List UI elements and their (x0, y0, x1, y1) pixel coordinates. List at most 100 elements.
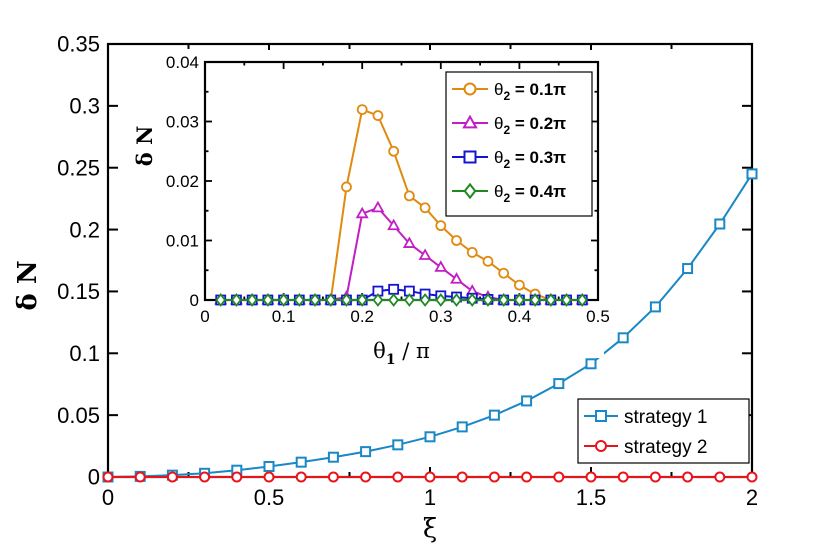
data-point (231, 293, 242, 307)
data-point (215, 293, 227, 307)
data-point (388, 283, 400, 295)
data-point (482, 293, 494, 307)
legend-label-subscript: 2 (503, 89, 510, 103)
data-point (545, 293, 557, 307)
data-point (451, 293, 462, 307)
data-point (372, 293, 384, 307)
data-point (424, 431, 436, 443)
data-point (356, 293, 368, 307)
data-point (746, 471, 758, 483)
data-point (309, 293, 321, 307)
data-point (295, 471, 307, 483)
data-point (714, 471, 726, 483)
data-point (529, 293, 541, 307)
data-point (418, 248, 432, 260)
x-tick-label: 0.3 (429, 307, 453, 326)
x-tick-label: 0 (102, 485, 114, 510)
data-point (424, 471, 436, 483)
legend-label-value: = 0.1π (510, 80, 566, 99)
x-tick-label: 1 (424, 485, 436, 510)
legend-label: strategy 1 (624, 407, 707, 428)
data-point (456, 471, 468, 483)
data-point (682, 263, 694, 275)
y-tick-label: 0.15 (57, 279, 100, 304)
x-tick-label: 2 (746, 485, 758, 510)
legend-label-symbol: θ (494, 148, 503, 167)
data-point (278, 293, 290, 307)
data-point (450, 272, 464, 284)
data-point (327, 451, 339, 463)
legend-label: θ2 = 0.4π (494, 182, 566, 205)
y-tick-label: 0.05 (57, 403, 100, 428)
x-tick-label: 0 (200, 307, 209, 326)
data-point (231, 471, 243, 483)
data-point (466, 246, 478, 258)
series-4 (215, 293, 588, 307)
legend-item: θ2 = 0.3π (452, 148, 566, 171)
y-tick-label: 0.02 (166, 172, 199, 191)
legend-marker (463, 150, 477, 164)
legend-marker (462, 114, 478, 129)
data-point (134, 471, 146, 483)
data-point (341, 181, 352, 193)
data-point (392, 439, 404, 451)
legend-label-symbol: θ (494, 80, 503, 99)
data-point (293, 293, 305, 307)
data-point (498, 293, 510, 307)
legend-label-value: = 0.4π (510, 182, 566, 201)
legend-marker (463, 182, 477, 200)
legend-label-value: = 0.3π (510, 148, 566, 167)
data-point (435, 293, 447, 307)
x-tick-label: 0.1 (272, 307, 296, 326)
legend-box (577, 398, 750, 464)
data-point (434, 260, 448, 272)
data-point (372, 110, 384, 121)
legend-marker (463, 82, 477, 96)
data-point (102, 471, 114, 483)
data-point (388, 145, 400, 157)
legend-label-symbol: θ (494, 182, 503, 201)
data-point (585, 358, 597, 370)
y-tick-label: 0.1 (69, 341, 100, 366)
legend-label-subscript: 2 (503, 157, 510, 171)
y-tick-label: 0.04 (166, 53, 199, 72)
data-point (392, 471, 404, 483)
data-point (263, 460, 275, 472)
x-tick-label: 0.2 (350, 307, 374, 326)
data-point (360, 446, 372, 458)
inset-x-axis-title: θ1 / π (373, 339, 430, 368)
legend-marker (595, 410, 607, 422)
data-point (246, 293, 258, 307)
data-point (419, 202, 431, 214)
data-point (585, 471, 597, 483)
legend-label-value: = 0.2π (510, 114, 566, 133)
legend-label: θ2 = 0.3π (494, 148, 566, 171)
data-point (371, 200, 385, 213)
legend-item: θ2 = 0.4π (452, 182, 566, 205)
y-tick-label: 0 (190, 291, 199, 310)
y-tick-label: 0.25 (57, 155, 100, 180)
x-tick-label: 0.5 (586, 307, 610, 326)
data-point (355, 206, 369, 219)
data-point (521, 471, 533, 483)
legend-label-subscript: 2 (503, 191, 510, 205)
legend-marker (595, 440, 607, 452)
data-point (513, 293, 525, 307)
legend-label-symbol: θ (494, 114, 503, 133)
inset-y-axis-title: δ N (132, 126, 157, 167)
legend-label: strategy 2 (624, 437, 707, 458)
data-point (166, 471, 178, 483)
data-point (451, 235, 462, 246)
data-point (649, 301, 661, 313)
data-point (521, 395, 533, 407)
legend-label: θ2 = 0.2π (494, 114, 566, 137)
data-point (327, 471, 339, 483)
data-point (263, 471, 275, 483)
data-point (456, 421, 468, 433)
legend-item: strategy 1 (584, 407, 707, 428)
legend-item: θ2 = 0.1π (452, 80, 566, 103)
inset-x-axis-symbol: θ (373, 339, 386, 363)
data-point (388, 293, 400, 307)
data-point (561, 293, 572, 307)
